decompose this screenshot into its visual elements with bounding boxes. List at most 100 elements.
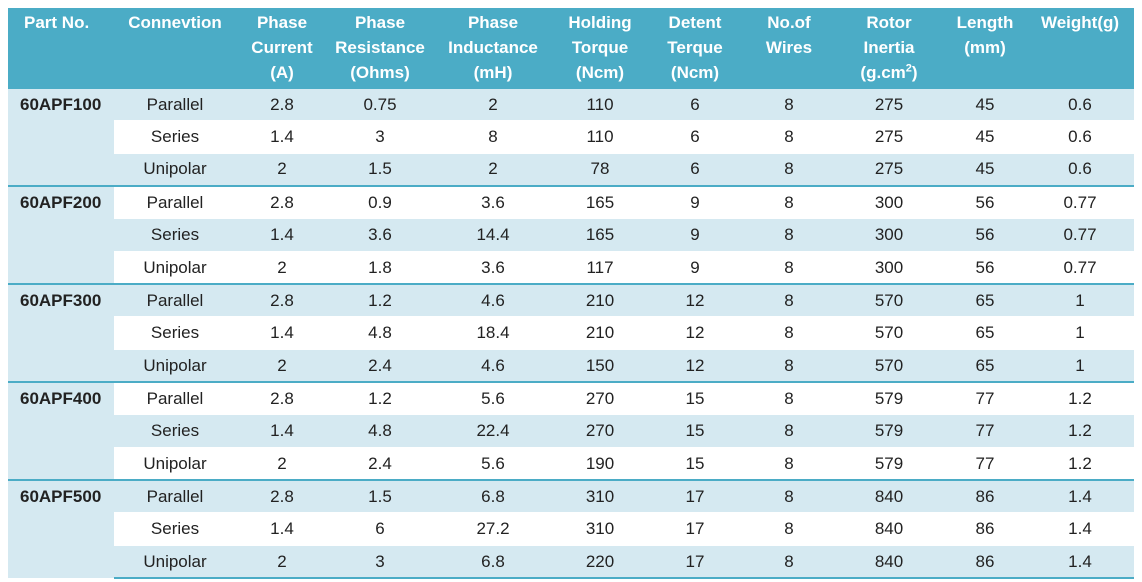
cell-part-no: 60APF400 bbox=[8, 381, 114, 481]
cell-phase-resistance: 3 bbox=[328, 545, 432, 580]
header-line: (Ohms) bbox=[350, 63, 410, 82]
cell-phase-current: 1.4 bbox=[236, 414, 328, 449]
cell-phase-inductance: 4.6 bbox=[432, 349, 554, 383]
cell-weight: 1.4 bbox=[1026, 512, 1134, 547]
cell-phase-inductance: 2 bbox=[432, 153, 554, 187]
cell-detent-torque: 12 bbox=[646, 316, 744, 350]
table-row: 60APF200 Parallel 2.8 0.9 3.6 165 9 8 300 56 0.77 bbox=[8, 185, 1134, 285]
cell-rotor-inertia: 579 bbox=[834, 414, 944, 449]
cell-phase-current: 1.4 bbox=[236, 512, 328, 547]
cell-detent-torque: 9 bbox=[646, 218, 744, 252]
cell-weight: 1.4 bbox=[1026, 545, 1134, 580]
header-holding-torque: Holding Torque (Ncm) bbox=[554, 8, 646, 88]
cell-holding-torque: 210 bbox=[554, 283, 646, 318]
cell-phase-current: 2.8 bbox=[236, 185, 328, 220]
cell-phase-current: 2.8 bbox=[236, 283, 328, 318]
cell-rotor-inertia: 570 bbox=[834, 349, 944, 383]
cell-connection: Series bbox=[114, 218, 236, 252]
header-part-no: Part No. bbox=[8, 8, 114, 88]
table-row: Series 1.4 4.8 18.4 210 12 8 570 65 1 bbox=[8, 316, 1134, 350]
cell-phase-current: 2.8 bbox=[236, 381, 328, 416]
cell-phase-current: 2 bbox=[236, 349, 328, 383]
cell-length: 45 bbox=[944, 153, 1026, 187]
header-line: Resistance bbox=[335, 38, 425, 57]
table-row: 60APF300 Parallel 2.8 1.2 4.6 210 12 8 570 65 1 bbox=[8, 283, 1134, 383]
cell-phase-inductance: 5.6 bbox=[432, 381, 554, 416]
table-row: Series 1.4 6 27.2 310 17 8 840 86 1.4 bbox=[8, 512, 1134, 547]
header-phase-current: Phase Current (A) bbox=[236, 8, 328, 88]
table-row: Unipolar 2 1.5 2 78 6 8 275 45 0.6 bbox=[8, 153, 1134, 187]
cell-phase-inductance: 3.6 bbox=[432, 185, 554, 220]
cell-weight: 0.77 bbox=[1026, 218, 1134, 252]
cell-rotor-inertia: 275 bbox=[834, 120, 944, 154]
header-line: Terque bbox=[667, 38, 723, 57]
header-no-of-wires: No.of Wires bbox=[744, 8, 834, 88]
cell-phase-inductance: 5.6 bbox=[432, 447, 554, 481]
header-line: Length bbox=[956, 13, 1014, 32]
cell-length: 65 bbox=[944, 349, 1026, 383]
cell-length: 77 bbox=[944, 447, 1026, 481]
cell-length: 86 bbox=[944, 545, 1026, 580]
cell-rotor-inertia: 579 bbox=[834, 447, 944, 481]
table-row: Unipolar 2 3 6.8 220 17 8 840 86 1.4 bbox=[8, 545, 1134, 580]
cell-phase-resistance: 4.8 bbox=[328, 414, 432, 449]
cell-phase-resistance: 0.9 bbox=[328, 185, 432, 220]
cell-phase-resistance: 3 bbox=[328, 120, 432, 154]
cell-holding-torque: 165 bbox=[554, 218, 646, 252]
cell-phase-inductance: 8 bbox=[432, 120, 554, 154]
cell-phase-current: 2 bbox=[236, 447, 328, 481]
cell-detent-torque: 17 bbox=[646, 479, 744, 514]
cell-no-of-wires: 8 bbox=[744, 512, 834, 547]
cell-holding-torque: 220 bbox=[554, 545, 646, 580]
table-header: Part No. Connevtion Phase Current (A) Phase Re… bbox=[8, 8, 1134, 88]
cell-phase-resistance: 0.75 bbox=[328, 87, 432, 122]
cell-phase-resistance: 1.5 bbox=[328, 479, 432, 514]
cell-rotor-inertia: 300 bbox=[834, 251, 944, 285]
header-line: Holding bbox=[568, 13, 632, 32]
cell-phase-resistance: 3.6 bbox=[328, 218, 432, 252]
cell-detent-torque: 6 bbox=[646, 153, 744, 187]
header-detent-torque: Detent Terque (Ncm) bbox=[646, 8, 744, 88]
cell-length: 65 bbox=[944, 283, 1026, 318]
cell-part-no: 60APF300 bbox=[8, 283, 114, 383]
table-row: Unipolar 2 2.4 4.6 150 12 8 570 65 1 bbox=[8, 349, 1134, 383]
cell-phase-resistance: 1.2 bbox=[328, 283, 432, 318]
cell-holding-torque: 210 bbox=[554, 316, 646, 350]
header-line: Torque bbox=[571, 38, 629, 57]
cell-phase-current: 1.4 bbox=[236, 316, 328, 350]
cell-rotor-inertia: 275 bbox=[834, 153, 944, 187]
cell-rotor-inertia: 275 bbox=[834, 87, 944, 122]
table-row: 60APF100 Parallel 2.8 0.75 2 110 6 8 275 45 0.6 bbox=[8, 86, 1134, 187]
table-row: Series 1.4 3.6 14.4 165 9 8 300 56 0.77 bbox=[8, 218, 1134, 252]
cell-weight: 1 bbox=[1026, 316, 1134, 350]
cell-no-of-wires: 8 bbox=[744, 87, 834, 122]
cell-holding-torque: 165 bbox=[554, 185, 646, 220]
cell-part-no: 60APF200 bbox=[8, 185, 114, 285]
header-superscript: 2 bbox=[905, 62, 912, 75]
cell-rotor-inertia: 579 bbox=[834, 381, 944, 416]
cell-phase-inductance: 22.4 bbox=[432, 414, 554, 449]
header-line: (mm) bbox=[964, 38, 1006, 57]
cell-no-of-wires: 8 bbox=[744, 447, 834, 481]
cell-rotor-inertia: 840 bbox=[834, 545, 944, 580]
header-line: (Ncm) bbox=[670, 63, 720, 82]
cell-weight: 1 bbox=[1026, 283, 1134, 318]
cell-no-of-wires: 8 bbox=[744, 479, 834, 514]
cell-rotor-inertia: 570 bbox=[834, 316, 944, 350]
cell-weight: 1.2 bbox=[1026, 447, 1134, 481]
cell-rotor-inertia: 840 bbox=[834, 479, 944, 514]
cell-phase-inductance: 6.8 bbox=[432, 545, 554, 580]
table-row: 60APF400 Parallel 2.8 1.2 5.6 270 15 8 579 77 1.2 bbox=[8, 381, 1134, 481]
header-line: No.of bbox=[767, 13, 811, 32]
cell-phase-inductance: 6.8 bbox=[432, 479, 554, 514]
table-row: 60APF500 Parallel 2.8 1.5 6.8 310 17 8 840 86 1.4 bbox=[8, 479, 1134, 579]
table-row: Unipolar 2 2.4 5.6 190 15 8 579 77 1.2 bbox=[8, 447, 1134, 481]
cell-holding-torque: 110 bbox=[554, 120, 646, 154]
cell-length: 56 bbox=[944, 185, 1026, 220]
cell-phase-inductance: 3.6 bbox=[432, 251, 554, 285]
cell-detent-torque: 12 bbox=[646, 283, 744, 318]
cell-holding-torque: 270 bbox=[554, 381, 646, 416]
header-weight: Weight(g) bbox=[1026, 8, 1134, 88]
cell-phase-resistance: 1.5 bbox=[328, 153, 432, 187]
cell-rotor-inertia: 300 bbox=[834, 185, 944, 220]
